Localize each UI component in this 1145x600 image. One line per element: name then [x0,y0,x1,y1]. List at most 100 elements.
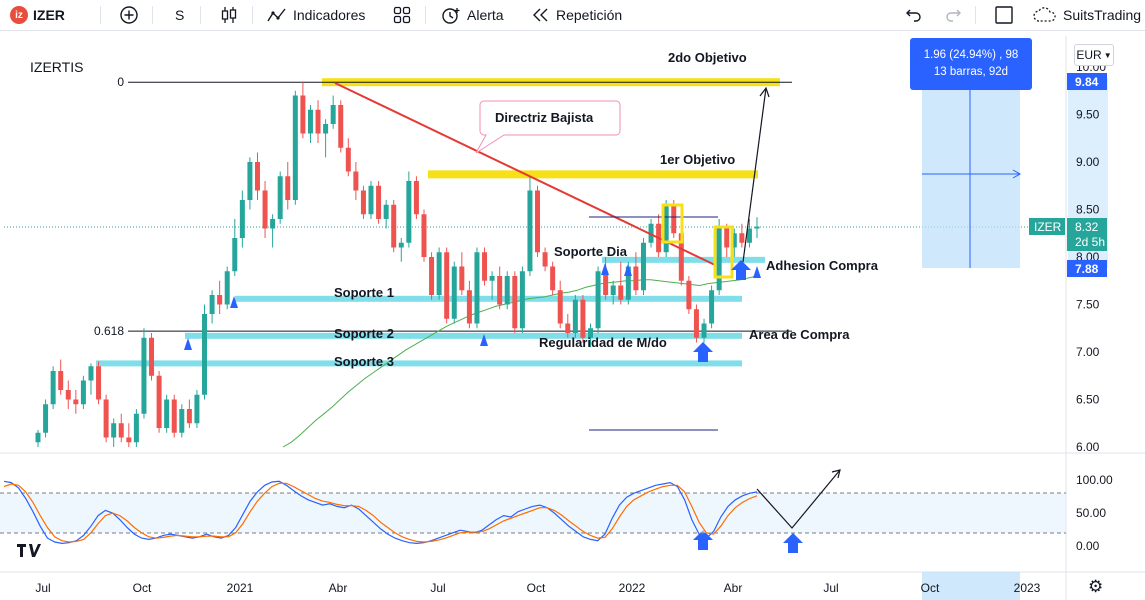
candle-body [35,432,41,443]
candle-body [618,285,624,300]
candle-body [633,266,639,291]
candle-body [149,337,155,376]
projection-line [742,87,767,263]
buy-signal-marker [753,266,761,278]
buy-arrow-marker [693,342,713,362]
candle-body [550,266,556,291]
layout-grid-icon [393,6,411,24]
candle-body [686,280,692,310]
chart-annotation[interactable]: Soporte Dia [554,244,628,259]
price-tick-label: 6.00 [1076,440,1100,454]
cloud-save-button[interactable]: SuitsTrading [1032,0,1141,30]
currency-selector[interactable]: EUR ▼ [1074,44,1114,66]
candle-body [527,190,533,272]
gear-icon[interactable]: ⚙ [1088,577,1104,597]
fib-label: 0.618 [94,324,124,338]
indicators-icon [267,8,286,22]
projection-arrowhead [759,86,770,98]
chart-annotation[interactable]: Regularidad de M/do [539,335,667,350]
top-toolbar: iz IZER S Indicadores Alerta Repetición … [0,0,1145,31]
chart-annotation[interactable]: Directriz Bajista [495,110,594,125]
candle-body [595,271,601,329]
measure-time-highlight [922,572,1020,600]
candle-body [330,105,336,124]
fullscreen-icon [995,6,1013,24]
horizontal-zones [96,78,780,367]
candle-body [580,299,586,338]
price-chart[interactable]: 0 0.618 2do Objetivo Directriz Bajista 1er … [0,31,1145,600]
chart-annotation[interactable]: Adhesion Compra [766,258,879,273]
candles [35,82,760,447]
chart-annotation[interactable]: Area de Compra [749,327,850,342]
zone-support[interactable] [96,360,742,367]
candle-body [186,409,192,424]
candle-body [277,176,283,219]
candle-body [217,295,223,305]
redo-icon [946,9,961,22]
candle-body [739,233,745,243]
callout-box [475,100,621,154]
time-tick-label: Jul [823,581,838,595]
fib-label: 0 [117,75,124,89]
chart-annotation[interactable]: 1er Objetivo [660,152,735,167]
candle-body [603,271,609,295]
indicators-button[interactable]: Indicadores [266,0,365,30]
symbol-search-button[interactable]: iz IZER [10,0,65,30]
buy-signal-marker [230,296,238,308]
chart-annotation[interactable]: 2do Objetivo [668,50,747,65]
toolbar-divider [200,6,201,24]
interval-button[interactable]: S [175,0,184,30]
zone-support[interactable] [185,332,742,339]
bearish-trend-line[interactable] [334,82,716,266]
time-tick-label: Jul [430,581,445,595]
candle-body [43,404,49,433]
toolbar-divider [975,6,976,24]
candle-body [459,266,465,291]
candle-body [406,181,412,243]
candle-body [557,290,563,324]
stoch-d-line [3,482,758,543]
zone-support[interactable] [235,295,742,302]
compare-button[interactable] [119,0,139,30]
candle-body [209,295,215,314]
candle-body [315,109,321,134]
chart-area[interactable]: 0 0.618 2do Objetivo Directriz Bajista 1er … [0,31,1145,600]
toolbar-divider [152,6,153,24]
candle-body [701,323,707,338]
candle-body [542,252,548,267]
redo-button[interactable] [944,0,964,30]
price-tag-top-label: 9.84 [1075,75,1099,89]
candle-body [50,371,56,405]
time-tick-label: Abr [724,581,743,595]
last-price-label: 8.32 [1075,220,1099,234]
indicators-label: Indicadores [293,7,366,23]
stoch-band [0,493,1066,533]
candle-body [474,252,480,324]
fullscreen-button[interactable] [994,0,1014,30]
measure-line1: 1.96 (24.94%) , 98 [923,49,1019,61]
toolbar-divider [252,6,253,24]
alert-button[interactable]: Alerta [440,0,504,30]
candle-body [693,309,699,338]
candle-body [126,437,132,443]
undo-button[interactable] [903,0,923,30]
candle-body [489,276,495,281]
plus-circle-icon [120,6,138,24]
time-tick-label: 2022 [619,581,646,595]
candle-body [262,190,268,229]
time-tick-label: 2021 [227,581,254,595]
layout-button[interactable] [393,0,411,30]
buy-arrow-marker [693,530,713,550]
chart-annotation[interactable]: Soporte 1 [334,285,394,300]
chart-style-button[interactable] [220,0,238,30]
chart-annotation[interactable]: Soporte 3 [334,354,394,369]
candle-body [436,252,442,295]
zone-resistance[interactable] [428,170,758,179]
price-tag-bottom-label: 7.88 [1075,262,1099,276]
replay-button[interactable]: Repetición [531,0,622,30]
osc-tick-label: 0.00 [1076,539,1100,553]
candle-body [179,409,185,433]
candle-body [224,271,230,305]
toolbar-divider [425,6,426,24]
chart-annotation[interactable]: Soporte 2 [334,326,394,341]
